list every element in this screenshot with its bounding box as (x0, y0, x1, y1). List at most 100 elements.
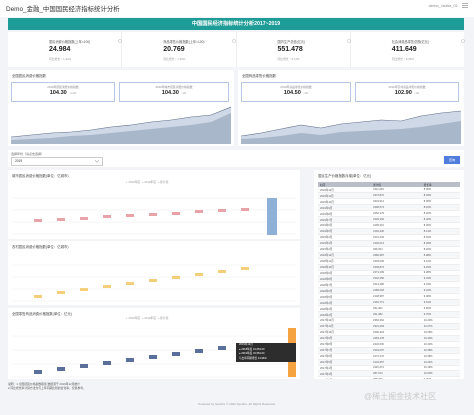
row-date: 2017年12月 (318, 317, 372, 324)
query-button[interactable]: 查询 (444, 156, 460, 164)
index-box-label: 2019年居民消费价格指数 (47, 85, 79, 89)
table-row[interactable]: 2017年2月¥58,0509.90% (318, 376, 460, 379)
row-date: 2019年2月 (318, 246, 372, 253)
table-row[interactable]: 2019年7月 ¥229,102 8.32% (318, 216, 460, 224)
left-index-panel: 全国居民消费价格指数 2019年居民消费价格指数 104.30 ↓ 0.2% 2… (8, 70, 234, 146)
table-row[interactable]: 2018年7月 ¥213,286 9.33% (318, 281, 460, 289)
table-row[interactable]: 2018年9月 ¥274,299 9.28% (318, 270, 460, 277)
row-date: 2019年7月 (318, 216, 372, 224)
table-row[interactable]: 2017年9月 ¥263,178 10.40% (318, 335, 460, 342)
table-row[interactable]: 2019年8月 ¥262,179 8.20% (318, 210, 460, 218)
row-date: 2019年3月 (318, 240, 372, 247)
chart-tooltip: 2019年12月 ● 2018年度 31,053.00 ● 2019年度 34,… (236, 343, 296, 362)
row-value: ¥148,987 (371, 293, 422, 301)
row-rate: 10.38% (421, 353, 460, 360)
table-row[interactable]: 2018年2月 ¥61,082 9.70% (318, 311, 460, 319)
note-text: 说明：1.全国居民价格指数取值 数据源于 2019年12月统计 2.同比增长率计… (8, 382, 300, 390)
year-select[interactable]: 2019 (11, 157, 103, 166)
row-value: ¥119,774 (371, 299, 422, 307)
table-row[interactable]: 2017年7月 ¥204,097 10.38% (318, 347, 460, 354)
area-chart (11, 106, 231, 144)
table-row[interactable]: 2018年3月 ¥91,062 9.82% (318, 305, 460, 313)
tooltip-line: 与去年同期增长 13.96% (239, 356, 267, 360)
filter-bar: 选择年份（请点击选择） 2019 查询 (8, 150, 464, 167)
top-bar: Demo_金融_中国国民经济指标统计分析 demo_visitor_01 (0, 0, 474, 17)
table-row[interactable]: 2018年4月 ¥119,774 9.61% (318, 299, 460, 307)
kpi-label: 商品零售价格指数(上年=100) (163, 40, 205, 44)
row-rate: 8.09% (421, 198, 460, 206)
row-rate: 9.44% (421, 287, 460, 295)
table-row[interactable]: 2019年12月 ¥411,649 8.05% (318, 187, 460, 194)
index-box-value: 104.50 ↑ 2% (283, 90, 309, 96)
row-value: ¥61,082 (371, 311, 422, 319)
kpi-card: 居民消费价格指数(上年=100) 24.984 同比增长 ↓ 1.44% (8, 32, 123, 67)
table-row[interactable]: 2017年4月 ¥115,474 10.19% (318, 365, 460, 372)
panel-title: 全国居民消费价格指数 (12, 74, 46, 78)
kpi-sub: 同比增长 ↑ 8.05% (391, 57, 414, 61)
kpi-label: 国内生产总值(亿元) (277, 40, 306, 44)
row-rate: 8.29% (421, 240, 460, 247)
row-date: 2017年2月 (318, 376, 372, 379)
table-row[interactable]: 2019年10月 ¥334,914 8.09% (318, 198, 460, 206)
right-index-panel: 全国商品零售价格指数 2019年商品零售价格指数 104.50 ↑ 2% 201… (238, 70, 464, 146)
row-date: 2017年6月 (318, 353, 372, 360)
row-value: ¥274,299 (371, 270, 422, 277)
table-row[interactable]: 2018年11月 ¥345,006 9.12% (318, 258, 460, 265)
table-row[interactable]: 2019年2月 ¥66,064 8.20% (318, 246, 460, 253)
kpi-value: 551.478 (277, 46, 303, 53)
info-icon (118, 39, 122, 43)
year-select-value: 2019 (15, 159, 23, 163)
row-value: ¥91,062 (371, 305, 422, 313)
row-date: 2019年8月 (318, 210, 372, 218)
table-row[interactable]: 2018年10月 ¥309,874 9.23% (318, 264, 460, 271)
kpi-value: 24.984 (49, 46, 71, 53)
table-row[interactable]: 2019年4月 ¥131,232 8.04% (318, 234, 460, 241)
table-row[interactable]: 2019年11月 ¥372,872 8.03% (318, 192, 460, 200)
table-row[interactable]: 2017年11月 ¥331,493 10.27% (318, 323, 460, 330)
row-date: 2019年6月 (318, 222, 372, 229)
table-row[interactable]: 2019年5月 ¥162,236 8.14% (318, 228, 460, 235)
table-row[interactable]: 2018年6月 ¥180,018 9.44% (318, 287, 460, 295)
table-row[interactable]: 2017年6月 ¥172,270 10.38% (318, 353, 460, 360)
menu-icon[interactable] (462, 3, 468, 8)
table-row[interactable]: 2017年12月 ¥366,262 10.20% (318, 317, 460, 324)
column-header[interactable]: 增长率 (421, 182, 460, 188)
row-rate: 9.82% (421, 305, 460, 313)
table-row[interactable]: 2019年3月 ¥102,013 8.29% (318, 240, 460, 247)
row-date: 2017年8月 (318, 341, 372, 348)
row-value: ¥131,232 (371, 234, 422, 241)
row-value: ¥58,050 (371, 376, 422, 379)
table-row[interactable]: 2017年10月 ¥296,418 10.28% (318, 329, 460, 336)
table-row[interactable]: 2018年5月 ¥148,987 9.48% (318, 293, 460, 301)
index-box-value: 104.30 ↑ 1% (161, 90, 187, 96)
kpi-card: 社会消费品零售总额(亿元) 411.649 同比增长 ↑ 8.05% (351, 32, 465, 67)
row-rate: 9.28% (421, 270, 460, 277)
chevron-down-icon (95, 160, 99, 163)
row-value: ¥195,210 (371, 222, 422, 229)
row-rate: 8.20% (421, 210, 460, 218)
table-row[interactable]: 2017年5月 ¥143,357 10.24% (318, 359, 460, 366)
row-date: 2017年5月 (318, 359, 372, 366)
row-rate: 8.16% (421, 204, 460, 212)
note-line: 说明：1.全国居民价格指数取值 数据源于 2019年12月统计 (8, 382, 80, 386)
row-value: ¥232,000 (371, 341, 422, 348)
row-rate: 10.38% (421, 347, 460, 354)
row-value: ¥345,006 (371, 258, 422, 265)
column-header[interactable]: 时间 (318, 182, 372, 188)
row-value: ¥180,018 (371, 287, 422, 295)
table-row[interactable]: 2018年12月 ¥380,987 8.98% (318, 252, 460, 259)
index-box-label: 2019年农村商品零售价格指数 (388, 85, 426, 89)
table-row[interactable]: 2018年8月 ¥242,456 9.34% (318, 275, 460, 283)
row-rate: 9.48% (421, 293, 460, 301)
table-row[interactable]: 2017年8月 ¥232,000 10.40% (318, 341, 460, 348)
table-row[interactable]: 2017年3月 ¥87,613 10.00% (318, 370, 460, 378)
row-value: ¥115,474 (371, 365, 422, 372)
chart-legend: + 2018年度 + 2019年度 + 累计值 (126, 316, 169, 320)
user-name[interactable]: demo_visitor_01 (428, 3, 458, 8)
table-row[interactable]: 2019年6月 ¥195,210 8.36% (318, 222, 460, 229)
table-row[interactable]: 2019年9月 ¥296,674 8.16% (318, 204, 460, 212)
column-header[interactable]: 累计值 (371, 182, 422, 188)
row-date: 2018年8月 (318, 275, 372, 283)
row-date: 2017年11月 (318, 323, 372, 330)
row-value: ¥262,179 (371, 210, 422, 218)
